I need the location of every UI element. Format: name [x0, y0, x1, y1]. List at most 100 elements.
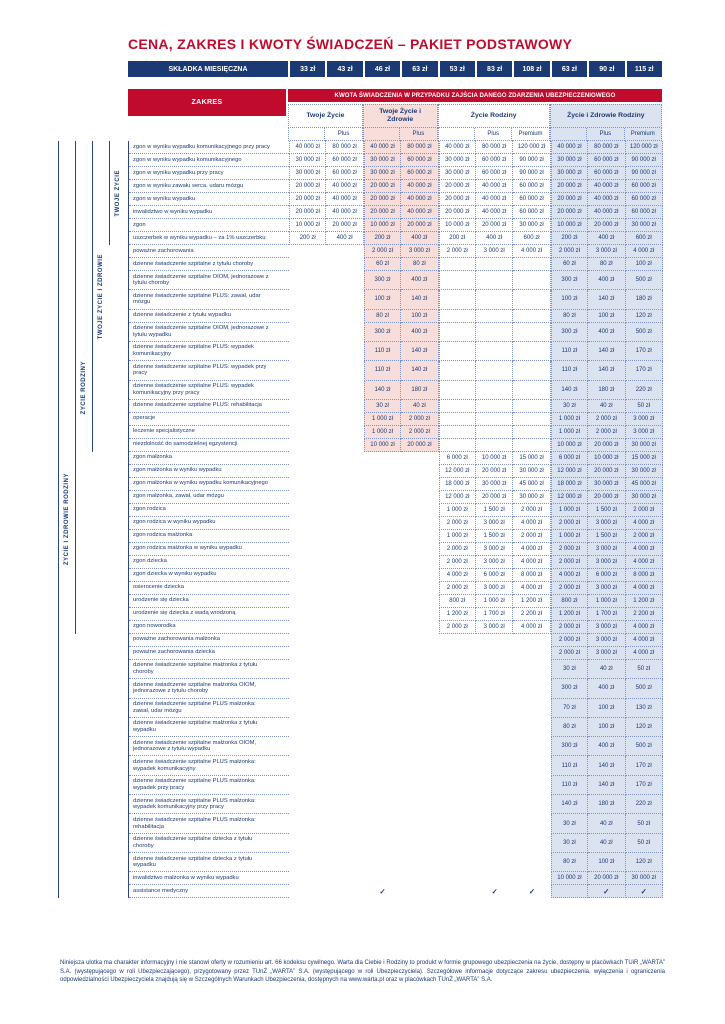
benefit-amount: 110 zł: [363, 341, 402, 362]
benefit-amount: [326, 699, 363, 718]
benefit-amount: [326, 634, 363, 647]
benefit-amount: [364, 621, 401, 634]
benefit-rows: zgon w wyniku wypadku komunikacyjnego pr…: [128, 141, 663, 899]
benefit-amount: [289, 245, 326, 258]
benefit-amount: [364, 504, 401, 517]
table-row: zgon małżonka 6 000 zł 10 000 zł 15 000 zł 6…: [129, 451, 663, 465]
table-row: zgon rodzica 1 000 zł 1 500 zł 2 000 zł 1 00…: [129, 503, 663, 517]
benefit-amount: [439, 853, 476, 872]
benefit-amount: 120 000 zł: [625, 141, 663, 154]
benefit-amount: [326, 258, 363, 271]
benefit-amount: [401, 582, 438, 595]
benefit-amount: [364, 491, 401, 504]
table-row: zgon 10 000 zł 20 000 zł 10 000 zł 20 000 zł…: [129, 219, 663, 232]
bracket-label: ŻYCIE RODZINY: [81, 360, 87, 415]
benefit-amount: [289, 834, 326, 853]
benefit-amount: 20 000 zł: [438, 206, 476, 219]
row-label: dzienne świadczenie szpitalne OIOM, jedn…: [129, 271, 289, 291]
benefit-amount: [476, 834, 513, 853]
benefit-amount: 30 000 zł: [363, 167, 402, 180]
row-label: urodzenie się dziecka z wadą wrodzoną: [129, 608, 289, 621]
benefit-amount: [476, 872, 513, 885]
benefit-amount: [326, 310, 363, 323]
benefit-amount: [289, 342, 326, 361]
benefit-amount: [289, 660, 326, 679]
benefit-amount: 40 000 zł: [475, 193, 514, 206]
benefit-amount: 3 000 zł: [588, 555, 626, 569]
benefit-amount: [289, 556, 326, 569]
benefit-amount: 60 000 zł: [513, 193, 551, 206]
benefit-amount: 1 000 zł: [438, 529, 476, 543]
benefit-amount: [289, 413, 326, 426]
table-row: dzienne świadczenie szpitalne OIOM, jedn…: [129, 271, 663, 291]
benefit-amount: [289, 504, 326, 517]
benefit-amount: 80 000 zł: [401, 141, 439, 154]
benefit-amount: [326, 679, 363, 698]
benefit-amount: 3 000 zł: [588, 542, 626, 556]
row-label: dzienne świadczenie szpitalne PLUS małżo…: [129, 756, 289, 776]
benefit-amount: [289, 634, 326, 647]
row-label: dzienne świadczenie szpitalne PLUS: reha…: [129, 400, 289, 413]
benefit-amount: [401, 885, 438, 898]
benefit-amount: [326, 582, 363, 595]
benefit-amount: 4 000 zł: [625, 633, 663, 647]
row-label: inwalidztwo w wyniku wypadku: [129, 206, 289, 219]
row-label: zgon dziecka: [129, 556, 289, 569]
table-row: dzienne świadczenie z tytułu wypadku 80 z…: [129, 309, 663, 323]
benefit-amount: [326, 853, 363, 872]
benefit-amount: [438, 425, 476, 439]
benefit-amount: 2 000 zł: [513, 529, 551, 543]
benefit-amount: 30 000 zł: [550, 154, 589, 167]
benefit-amount: [364, 853, 401, 872]
benefit-amount: [326, 381, 363, 400]
benefit-amount: 12 000 zł: [550, 490, 589, 504]
benefit-amount: [289, 478, 326, 491]
benefit-amount: [439, 814, 476, 833]
table-row: zgon małżonka, zawał, udar mózgu 12 000 z…: [129, 490, 663, 504]
benefit-amount: 110 zł: [550, 775, 589, 796]
table-row: inwalidztwo małżonka w wyniku wypadku 10 …: [129, 872, 663, 886]
benefit-amount: [401, 452, 438, 465]
benefit-amount: 30 000 zł: [550, 167, 589, 180]
benefit-amount: [289, 465, 326, 478]
benefit-amount: [475, 309, 514, 323]
benefit-amount: 2 000 zł: [625, 529, 663, 543]
benefit-amount: 6 000 zł: [438, 451, 476, 465]
benefit-amount: 50 zł: [625, 833, 663, 853]
benefit-amount: [289, 608, 326, 621]
row-label: zgon małżonka, zawał, udar mózgu: [129, 491, 289, 504]
benefit-amount: 180 zł: [588, 795, 626, 815]
benefit-amount: 60 000 zł: [475, 167, 514, 180]
benefit-amount: 18 000 zł: [438, 477, 476, 491]
row-label: urodzenie się dziecka: [129, 595, 289, 608]
benefit-amount: [289, 776, 326, 795]
benefit-amount: [364, 452, 401, 465]
price-cell: 90 zł: [587, 61, 625, 77]
benefit-amount: [513, 322, 551, 342]
benefit-amount: 300 zł: [550, 271, 589, 291]
benefit-amount: [475, 322, 514, 342]
benefit-amount: [439, 776, 476, 795]
benefit-amount: 1 000 zł: [475, 594, 514, 608]
benefit-amount: 6 000 zł: [588, 568, 626, 582]
benefit-amount: [289, 290, 326, 309]
benefit-amount: [401, 834, 438, 853]
benefit-amount: 30 000 zł: [625, 219, 663, 232]
benefit-amount: [513, 834, 550, 853]
table-row: dzienne świadczenie szpitalne PLUS: wypa…: [129, 341, 663, 362]
benefit-amount: [513, 679, 550, 698]
table-row: uszczerbek w wyniku wypadku – za 1% uszc…: [129, 232, 663, 245]
table-row: dzienne świadczenie szpitalne dziecka z …: [129, 853, 663, 873]
benefit-amount: [289, 814, 326, 833]
benefit-amount: [513, 412, 551, 426]
benefit-amount: [439, 756, 476, 775]
benefit-amount: 20 000 zł: [289, 206, 327, 219]
benefit-amount: [326, 439, 363, 452]
row-label: dzienne świadczenie szpitalne PLUS: zawa…: [129, 290, 289, 310]
benefit-amount: [326, 290, 363, 309]
benefit-amount: 20 000 zł: [588, 219, 626, 232]
benefit-amount: 50 zł: [625, 659, 663, 680]
benefit-amount: [513, 425, 551, 439]
benefit-amount: 30 000 zł: [289, 154, 327, 167]
